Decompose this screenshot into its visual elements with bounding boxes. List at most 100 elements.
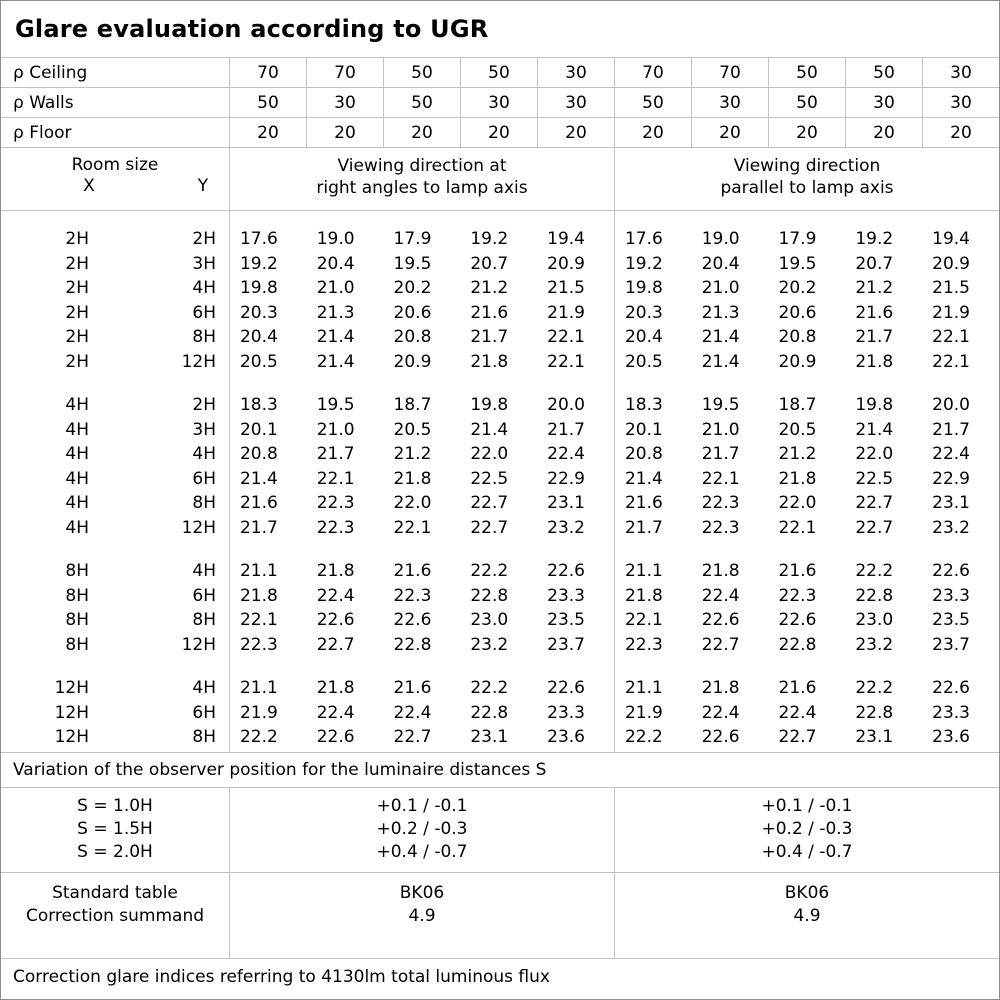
ugr-value-cell: 20.1 [239,419,278,440]
ugr-value-cell: 21.7 [624,517,663,538]
ugr-value-cell: 20.2 [778,278,817,298]
reflectance-value-cell: 20 [845,118,922,147]
reflectance-value-cell: 20 [614,118,691,147]
ugr-value-cell: 18.7 [393,395,432,415]
room-size-x: 2H [65,327,89,347]
ugr-value-cell: 23.1 [855,727,894,747]
ugr-value-cell: 22.9 [932,468,970,489]
spacing-label: S = 1.0H [77,796,153,816]
ugr-value-row: 20.3 21.3 20.6 21.6 21.9 [230,301,614,326]
ugr-value-row: 21.7 22.3 22.1 22.7 23.2 [615,516,999,541]
ugr-value-cell: 21.7 [316,444,355,464]
ugr-value-cell: 21.6 [855,302,894,323]
ugr-value-row: 19.8 21.0 20.2 21.2 21.5 [615,276,999,301]
ugr-value-cell: 23.6 [547,727,585,747]
reflectance-value-cell: 20 [460,118,537,147]
standard-table-section: Standard table Correction summand BK06 4… [1,873,999,959]
room-size-x: 2H [65,278,89,298]
ugr-value-cell: 22.6 [316,727,355,747]
ugr-value-cell: 21.6 [239,493,278,513]
spacing-value: +0.2 / -0.3 [761,819,853,839]
ugr-value-cell: 22.0 [778,493,817,513]
ugr-value-cell: 23.5 [547,610,585,630]
room-size-label: Room size [71,155,159,175]
ugr-value-cell: 23.3 [932,702,970,723]
reflectance-value-cell: 20 [922,118,999,147]
standard-table-value: BK06 [784,883,830,903]
room-size-row: 8H 4H [1,559,229,584]
room-size-y: 8H [192,727,216,747]
ugr-value-cell: 17.9 [778,229,817,249]
ugr-value-cell: 21.3 [316,302,355,323]
ugr-value-cell: 20.9 [778,351,817,372]
ugr-value-cell: 21.0 [701,419,740,440]
ugr-value-cell: 21.8 [316,561,355,581]
ugr-value-cell: 23.1 [470,727,509,747]
ugr-value-cell: 21.4 [701,351,740,372]
ugr-value-cell: 21.6 [470,302,509,323]
header-line: right angles to lamp axis [316,178,528,198]
ugr-value-cell: 22.7 [470,493,509,513]
viewing-direction-right-angles-header: Viewing direction at right angles to lam… [229,148,614,210]
ugr-value-cell: 20.8 [239,444,278,464]
ugr-value-cell: 22.7 [855,493,894,513]
room-size-x: 2H [65,229,89,249]
ugr-value-cell: 21.4 [470,419,509,440]
room-size-header: Room size X Y [1,148,229,210]
ugr-value-row: 17.6 19.0 17.9 19.2 19.4 [230,227,614,252]
reflectance-label: ρ Ceiling [13,62,88,83]
spacing-value: +0.1 / -0.1 [376,796,468,816]
ugr-value-cell: 17.9 [393,229,432,249]
reflectance-value-cell: 30 [537,58,614,87]
ugr-value-row: 22.2 22.6 22.7 23.1 23.6 [230,725,614,750]
ugr-value-cell: 22.0 [855,444,894,464]
reflectance-row-ceiling: ρ Ceiling 70 70 50 50 30 70 70 50 50 30 [1,58,999,88]
x-axis-label: X [83,176,95,196]
ugr-value-cell: 19.5 [316,395,355,415]
ugr-value-cell: 19.8 [624,278,663,298]
ugr-value-row: 21.6 22.3 22.0 22.7 23.1 [230,491,614,516]
ugr-value-cell: 20.0 [932,395,970,415]
ugr-value-cell: 21.7 [547,419,585,440]
group-gap [1,540,229,559]
ugr-value-row: 19.8 21.0 20.2 21.2 21.5 [230,276,614,301]
ugr-value-cell: 20.5 [393,419,432,440]
ugr-value-cell: 21.4 [855,419,894,440]
ugr-value-cell: 20.6 [393,302,432,323]
ugr-value-cell: 21.1 [624,678,663,698]
ugr-value-cell: 22.8 [778,634,817,655]
ugr-value-cell: 21.7 [470,327,509,347]
standard-table-label: Standard table [52,883,178,903]
ugr-value-cell: 20.1 [624,419,663,440]
ugr-value-row: 21.4 22.1 21.8 22.5 22.9 [230,467,614,492]
footer-note: Correction glare indices referring to 41… [13,967,550,987]
ugr-value-cell: 22.4 [701,702,740,723]
ugr-value-cell: 23.3 [547,585,585,606]
ugr-value-cell: 19.2 [855,229,894,249]
room-size-y: 3H [192,253,216,274]
ugr-value-cell: 20.9 [932,253,970,274]
standard-values-right-angles: BK06 4.9 [229,873,614,958]
ugr-value-cell: 19.0 [316,229,355,249]
header-line: parallel to lamp axis [720,178,894,198]
spacing-label: S = 1.5H [77,819,153,839]
room-size-row: 2H 6H [1,301,229,326]
ugr-value-cell: 21.9 [932,302,970,323]
room-size-x: 8H [65,561,89,581]
ugr-value-cell: 21.8 [239,585,278,606]
ugr-value-row: 21.1 21.8 21.6 22.2 22.6 [230,559,614,584]
ugr-value-cell: 18.7 [778,395,817,415]
ugr-value-cell: 23.1 [547,493,585,513]
ugr-value-cell: 21.0 [316,278,355,298]
ugr-value-cell: 22.1 [547,351,585,372]
ugr-value-cell: 23.6 [932,727,970,747]
ugr-value-cell: 22.4 [393,702,432,723]
ugr-values-parallel-column: 17.6 19.0 17.9 19.2 19.4 19.2 20.4 19.5 20.7 20.9… [614,211,999,752]
ugr-value-cell: 22.7 [393,727,432,747]
room-size-y: 12H [181,634,216,655]
ugr-value-cell: 22.1 [547,327,585,347]
ugr-value-row: 20.5 21.4 20.9 21.8 22.1 [230,350,614,375]
ugr-value-row: 20.1 21.0 20.5 21.4 21.7 [230,418,614,443]
ugr-value-cell: 19.2 [624,253,663,274]
ugr-value-cell: 22.4 [778,702,817,723]
